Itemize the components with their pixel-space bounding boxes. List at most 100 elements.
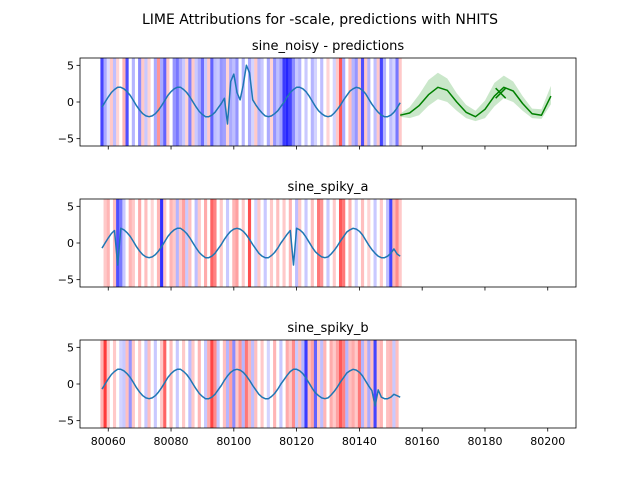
figure-suptitle: LIME Attributions for -scale, prediction… <box>142 12 498 28</box>
attribution-bar <box>166 58 170 146</box>
attribution-bar <box>251 340 255 428</box>
attribution-bar <box>169 340 173 428</box>
x-tick-label: 80180 <box>467 435 502 448</box>
y-tick-label: −5 <box>58 415 74 428</box>
attribution-bar <box>150 199 154 287</box>
attribution-bar <box>298 199 302 287</box>
attribution-bar <box>204 340 208 428</box>
attribution-bar <box>310 199 314 287</box>
attribution-bar <box>273 58 277 146</box>
attribution-bar <box>260 58 264 146</box>
attribution-bar <box>386 199 390 287</box>
attribution-bar <box>360 340 365 428</box>
attribution-bar <box>310 340 314 428</box>
y-tick-label: 5 <box>67 341 74 354</box>
attribution-bar <box>109 58 113 146</box>
attribution-bar <box>395 340 399 428</box>
attribution-bar <box>389 58 393 146</box>
attribution-bar <box>138 58 142 146</box>
attribution-bar <box>392 340 396 428</box>
attribution-bar <box>182 58 186 146</box>
attribution-bar <box>373 58 377 146</box>
x-tick-label: 80160 <box>405 435 440 448</box>
attribution-bar <box>125 340 129 428</box>
attribution-bar <box>323 340 327 428</box>
attribution-bar <box>225 58 230 146</box>
panel-1: −5 0 5 sine_noisy - predictions <box>58 39 577 150</box>
attribution-bar <box>342 58 346 146</box>
y-tick-label: 5 <box>67 200 74 213</box>
attribution-bar <box>389 340 393 428</box>
attribution-bar <box>241 199 245 287</box>
x-tick-label: 80140 <box>342 435 377 448</box>
attribution-bar <box>131 340 135 428</box>
attribution-bar <box>376 58 380 146</box>
attribution-bar <box>131 58 135 146</box>
attribution-bar <box>326 199 330 287</box>
attribution-bar <box>238 340 242 428</box>
attribution-bar <box>263 199 267 287</box>
attribution-bar <box>266 340 270 428</box>
attribution-bar <box>156 199 161 287</box>
attribution-bar <box>144 199 148 287</box>
attribution-bar <box>131 199 135 287</box>
y-tick-label: 5 <box>67 59 74 72</box>
attribution-bar <box>182 340 186 428</box>
attribution-bar <box>100 340 104 428</box>
attribution-bar <box>122 340 126 428</box>
attribution-bar <box>188 340 192 428</box>
attribution-bar <box>345 340 349 428</box>
attribution-bar <box>144 340 148 428</box>
y-tick-label: 0 <box>67 378 74 391</box>
attribution-bar <box>106 199 110 287</box>
attribution-bar <box>266 58 270 146</box>
attribution-bar <box>160 199 164 287</box>
attribution-bar <box>213 340 217 428</box>
attribution-bar <box>119 199 123 287</box>
attribution-bar <box>351 340 355 428</box>
y-tick-label: 0 <box>67 96 74 109</box>
attribution-bar <box>204 58 208 146</box>
attribution-bar <box>379 199 383 287</box>
attribution-bar <box>232 58 236 146</box>
attribution-bar <box>342 340 346 428</box>
attribution-bar <box>185 58 189 146</box>
attribution-bar <box>332 58 336 146</box>
attribution-bar <box>100 58 104 146</box>
x-tick-label: 80120 <box>279 435 314 448</box>
attribution-bar <box>251 58 255 146</box>
attribution-bar <box>216 58 220 146</box>
attribution-bar <box>373 340 377 428</box>
attribution-bar <box>207 340 211 428</box>
attribution-bar <box>254 58 258 146</box>
attribution-bar <box>260 340 264 428</box>
attribution-bar <box>144 58 148 146</box>
attribution-bar <box>360 199 365 287</box>
attribution-bar <box>288 58 292 146</box>
attribution-bar <box>398 58 402 146</box>
attribution-bar <box>156 58 161 146</box>
attribution-bar <box>348 58 352 146</box>
plot-area <box>101 199 402 287</box>
attribution-bar <box>235 340 239 428</box>
attribution-bar <box>276 58 280 146</box>
attribution-bar <box>175 58 179 146</box>
attribution-bar <box>163 199 167 287</box>
attribution-bar <box>128 340 132 428</box>
attribution-bar <box>395 58 399 146</box>
attribution-bar <box>138 340 142 428</box>
attribution-bar <box>338 199 343 287</box>
attribution-bar <box>373 199 377 287</box>
attribution-bar <box>232 199 236 287</box>
attribution-bar <box>398 199 402 287</box>
attribution-bar <box>320 199 324 287</box>
attribution-bar <box>147 340 151 428</box>
attribution-bar <box>379 58 383 146</box>
attribution-bar <box>106 340 110 428</box>
attribution-bar <box>395 199 399 287</box>
plot-area <box>100 340 401 428</box>
attribution-bar <box>273 340 277 428</box>
attribution-bar <box>282 199 286 287</box>
attribution-bar <box>364 58 368 146</box>
attribution-bar <box>326 58 330 146</box>
